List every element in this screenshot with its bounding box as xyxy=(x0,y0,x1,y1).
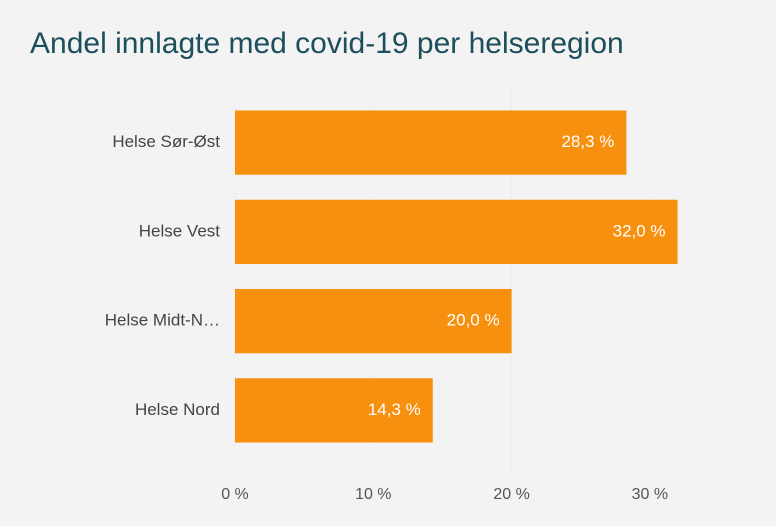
x-tick-label: 0 % xyxy=(221,486,249,503)
value-label: 20,0 % xyxy=(447,311,500,330)
bar xyxy=(235,288,512,354)
chart-title: Andel innlagte med covid-19 per helsereg… xyxy=(30,27,624,60)
x-tick-label: 10 % xyxy=(355,486,391,503)
bar xyxy=(235,110,627,175)
bar xyxy=(235,199,678,265)
x-tick-label: 30 % xyxy=(632,486,668,503)
y-tick-label: Helse Midt-N… xyxy=(105,311,220,330)
bar xyxy=(235,378,433,443)
y-tick-label: Helse Vest xyxy=(139,221,221,240)
y-tick-label: Helse Nord xyxy=(135,400,220,419)
value-label: 28,3 % xyxy=(561,132,614,151)
value-label: 32,0 % xyxy=(613,221,666,240)
y-tick-label: Helse Sør-Øst xyxy=(112,132,220,151)
x-tick-label: 20 % xyxy=(493,486,529,503)
value-label: 14,3 % xyxy=(368,400,421,419)
